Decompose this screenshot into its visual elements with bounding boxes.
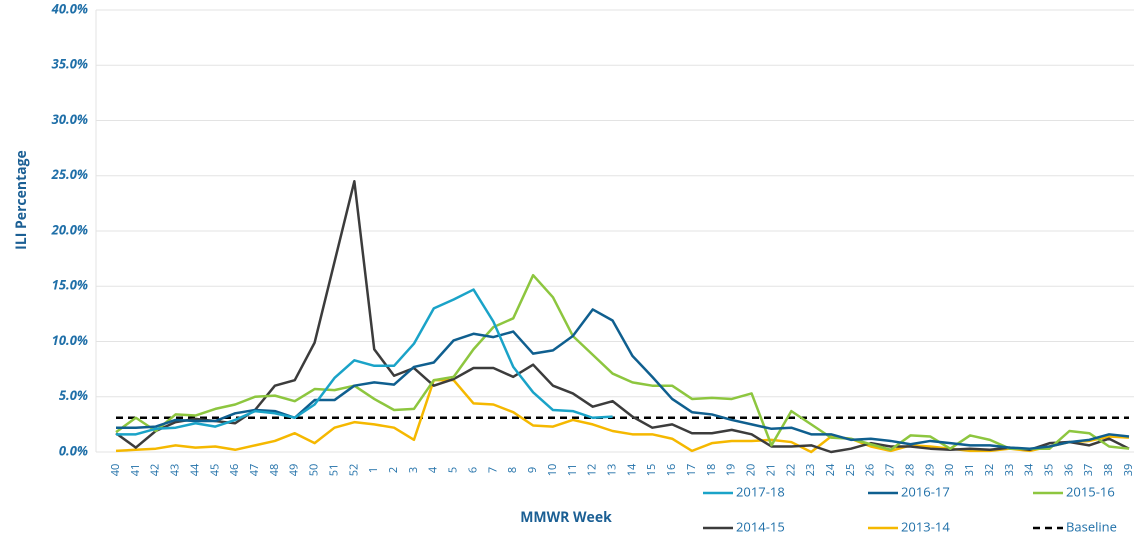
x-tick-label: 44 <box>187 463 202 476</box>
x-tick-label: 3 <box>406 467 421 473</box>
y-tick-label: 0.0% <box>59 441 88 459</box>
x-tick-label: 35 <box>1041 464 1056 477</box>
x-tick-label: 20 <box>744 464 759 477</box>
x-tick-label: 21 <box>763 464 778 477</box>
x-tick-label: 51 <box>326 464 341 477</box>
x-tick-label: 26 <box>863 464 878 477</box>
x-tick-label: 25 <box>843 464 858 477</box>
series-line <box>115 273 1130 452</box>
series-line <box>116 288 613 436</box>
x-tick-label: 12 <box>585 464 600 477</box>
series-line <box>115 180 1130 454</box>
x-tick-label: 39 <box>1121 464 1136 477</box>
x-tick-label: 41 <box>128 464 143 477</box>
x-tick-label: 24 <box>823 463 838 476</box>
x-tick-label: 1 <box>366 467 381 473</box>
x-tick-label: 18 <box>704 464 719 477</box>
x-tick-label: 29 <box>922 464 937 477</box>
x-tick-label: 47 <box>247 464 262 477</box>
series-line <box>115 378 1130 454</box>
x-tick-label: 14 <box>624 463 639 476</box>
y-tick-label: 10.0% <box>52 331 88 349</box>
x-tick-label: 11 <box>565 464 580 477</box>
x-tick-label: 36 <box>1061 464 1076 477</box>
legend-label: 2017-18 <box>736 482 785 500</box>
x-tick-label: 43 <box>168 464 183 477</box>
x-tick-label: 34 <box>1022 463 1037 476</box>
x-tick-label: 2 <box>386 467 401 473</box>
x-tick-label: 27 <box>883 464 898 477</box>
y-tick-label: 20.0% <box>51 220 88 238</box>
x-tick-label: 16 <box>664 464 679 477</box>
x-axis-title: MMWR Week <box>520 508 612 527</box>
x-tick-label: 50 <box>307 464 322 477</box>
x-tick-label: 9 <box>525 467 540 473</box>
y-tick-label: 35.0% <box>52 55 88 73</box>
x-tick-label: 37 <box>1081 464 1096 477</box>
x-tick-label: 15 <box>644 464 659 477</box>
y-tick-label: 25.0% <box>51 165 88 183</box>
legend-label: 2014-15 <box>736 517 785 535</box>
x-tick-label: 38 <box>1101 464 1116 477</box>
x-tick-label: 49 <box>287 464 302 477</box>
x-tick-label: 52 <box>346 464 361 477</box>
legend-label: 2016-17 <box>901 482 950 500</box>
x-tick-label: 4 <box>426 466 441 473</box>
y-axis-title: ILI Percentage <box>12 150 31 250</box>
x-tick-label: 6 <box>465 467 480 473</box>
x-tick-label: 31 <box>962 464 977 477</box>
x-tick-label: 48 <box>267 464 282 477</box>
x-tick-label: 33 <box>1002 464 1017 477</box>
x-tick-label: 30 <box>942 464 957 477</box>
x-tick-label: 19 <box>724 464 739 477</box>
x-tick-label: 23 <box>803 464 818 477</box>
y-tick-label: 40.0% <box>51 0 88 17</box>
y-tick-label: 5.0% <box>59 386 88 404</box>
x-tick-label: 46 <box>227 464 242 477</box>
x-tick-label: 28 <box>902 464 917 477</box>
legend-label: Baseline <box>1066 517 1117 535</box>
legend-label: 2015-16 <box>1066 482 1115 500</box>
x-tick-label: 7 <box>485 467 500 473</box>
x-tick-label: 8 <box>505 467 520 473</box>
x-tick-label: 10 <box>545 464 560 477</box>
x-tick-label: 45 <box>207 464 222 477</box>
x-tick-label: 13 <box>605 464 620 477</box>
x-tick-label: 17 <box>684 464 699 477</box>
legend-label: 2013-14 <box>901 517 950 535</box>
x-tick-label: 32 <box>982 464 997 477</box>
y-tick-label: 30.0% <box>52 110 88 128</box>
y-tick-label: 15.0% <box>52 276 88 294</box>
x-tick-label: 5 <box>446 467 461 473</box>
x-tick-label: 40 <box>108 464 123 477</box>
x-tick-label: 42 <box>148 464 163 477</box>
x-tick-label: 22 <box>783 464 798 477</box>
